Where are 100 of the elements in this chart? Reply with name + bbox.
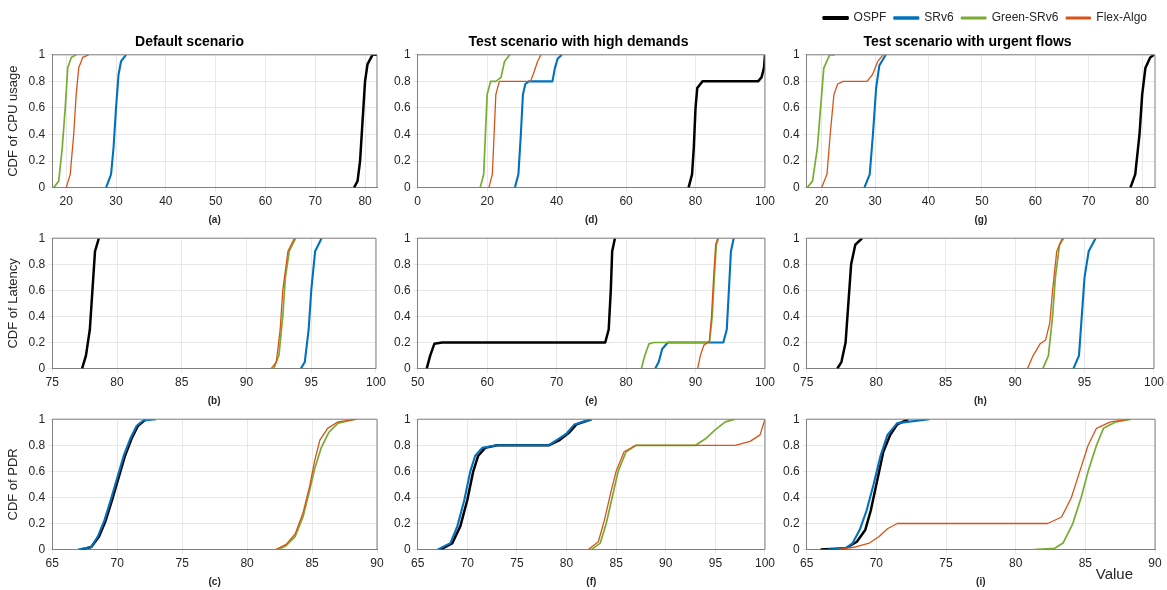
x-tick-label: 90 (239, 375, 254, 390)
y-tick-label: 0.8 (782, 256, 800, 271)
x-axis-title: (g) (974, 213, 988, 225)
y-tick-label: 0.4 (28, 308, 46, 323)
y-tick-label: 0 (792, 541, 800, 556)
x-tick-label: 20 (59, 194, 74, 209)
y-tick-label: 0.2 (28, 515, 46, 530)
y-tick-label: 1 (403, 411, 411, 426)
x-tick-label: 50 (411, 375, 425, 390)
x-tick-label: 80 (240, 556, 255, 571)
y-tick-label: 0.8 (28, 73, 46, 88)
x-tick-label: 75 (939, 556, 953, 571)
y-tick-label: 0 (403, 541, 411, 556)
y-tick-label: 0.6 (28, 282, 46, 297)
x-tick-label: 65 (411, 556, 425, 571)
legend-label: Flex-Algo (1096, 10, 1148, 25)
x-tick-label: 80 (688, 194, 703, 209)
y-tick-label: 1 (403, 230, 411, 245)
x-tick-label: 85 (609, 556, 624, 571)
y-tick-label: 0.2 (782, 334, 800, 349)
y-tick-label: 1 (38, 230, 46, 245)
x-tick-label: 70 (1082, 194, 1096, 209)
x-axis-title: (d) (584, 213, 598, 225)
y-tick-label: 0.6 (782, 463, 800, 478)
x-tick-label: 80 (1135, 194, 1150, 209)
y-tick-label: 0 (792, 179, 800, 194)
x-tick-label: 70 (110, 556, 125, 571)
y-tick-label: 0.2 (393, 334, 411, 349)
y-tick-label: 1 (38, 411, 46, 426)
y-tick-label: 0 (38, 360, 46, 375)
x-tick-label: 70 (308, 194, 323, 209)
y-tick-label: 0.4 (28, 126, 46, 141)
y-axis-title: CDF of PDR (5, 448, 21, 521)
y-tick-label: 0.2 (782, 153, 800, 168)
x-tick-label: 100 (754, 194, 776, 209)
y-tick-label: 0.6 (782, 100, 800, 115)
x-tick-label: 20 (814, 194, 829, 209)
y-tick-label: 0.4 (393, 126, 411, 141)
y-tick-label: 0.6 (28, 100, 46, 115)
x-tick-label: 75 (45, 375, 60, 390)
x-axis-title: (f) (586, 575, 597, 587)
y-tick-label: 0.2 (28, 153, 46, 168)
y-tick-label: 0.6 (393, 100, 411, 115)
x-axis-title: (h) (973, 394, 987, 406)
x-tick-label: 30 (109, 194, 124, 209)
y-tick-label: 0 (403, 179, 411, 194)
x-tick-label: 80 (1008, 556, 1023, 571)
x-axis-title: (a) (208, 213, 221, 225)
x-tick-label: 80 (619, 375, 634, 390)
y-tick-label: 0 (403, 360, 411, 375)
x-tick-label: 30 (868, 194, 883, 209)
x-tick-label: 50 (975, 194, 989, 209)
x-tick-label: 80 (110, 375, 125, 390)
x-tick-label: 75 (175, 556, 190, 571)
x-tick-label: 65 (45, 556, 60, 571)
legend-label: SRv6 (924, 10, 954, 25)
chart-title: Default scenario (135, 33, 244, 50)
y-tick-label: 0 (792, 360, 800, 375)
x-tick-label: 95 (708, 556, 723, 571)
x-tick-label: 60 (258, 194, 273, 209)
chart-title: Test scenario with urgent flows (863, 33, 1072, 50)
chart-title: Test scenario with high demands (468, 33, 689, 50)
y-axis-title: CDF of CPU usage (5, 65, 21, 177)
x-axis-title: (e) (585, 394, 598, 406)
y-tick-label: 1 (792, 47, 800, 62)
x-tick-label: 80 (358, 194, 373, 209)
text: Value (1095, 565, 1133, 583)
y-tick-label: 0.2 (782, 515, 800, 530)
x-tick-label: 60 (1028, 194, 1043, 209)
x-tick-label: 90 (1148, 556, 1162, 571)
x-tick-label: 75 (510, 556, 524, 571)
x-tick-label: 100 (1143, 375, 1165, 390)
y-tick-label: 0.8 (393, 437, 411, 452)
y-tick-label: 0.2 (28, 334, 46, 349)
x-tick-label: 70 (460, 556, 475, 571)
x-axis-title: (c) (208, 575, 221, 587)
y-axis-title: CDF of Latency (5, 257, 21, 349)
x-tick-label: 90 (688, 375, 703, 390)
x-tick-label: 40 (921, 194, 936, 209)
x-tick-label: 95 (304, 375, 319, 390)
y-tick-label: 0.6 (393, 463, 411, 478)
x-tick-label: 65 (800, 556, 814, 571)
y-tick-label: 0.8 (28, 437, 46, 452)
y-tick-label: 0.4 (782, 126, 800, 141)
y-tick-label: 0.2 (393, 153, 411, 168)
x-tick-label: 85 (1078, 556, 1093, 571)
x-tick-label: 85 (175, 375, 189, 390)
x-tick-label: 70 (549, 375, 564, 390)
x-tick-label: 50 (208, 194, 223, 209)
y-tick-label: 0.4 (782, 489, 800, 504)
x-tick-label: 20 (480, 194, 495, 209)
y-tick-label: 0 (38, 541, 46, 556)
x-tick-label: 90 (370, 556, 384, 571)
y-tick-label: 0.6 (782, 282, 800, 297)
y-tick-label: 0.8 (28, 256, 46, 271)
x-axis-title: (b) (207, 394, 221, 406)
x-tick-label: 80 (869, 375, 884, 390)
x-axis-title: (i) (976, 575, 986, 587)
x-tick-label: 75 (800, 375, 814, 390)
y-tick-label: 0.4 (393, 308, 411, 323)
